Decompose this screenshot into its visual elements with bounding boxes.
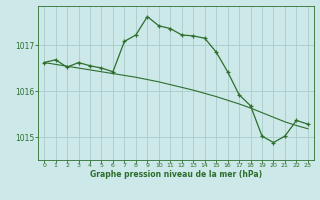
X-axis label: Graphe pression niveau de la mer (hPa): Graphe pression niveau de la mer (hPa)	[90, 170, 262, 179]
